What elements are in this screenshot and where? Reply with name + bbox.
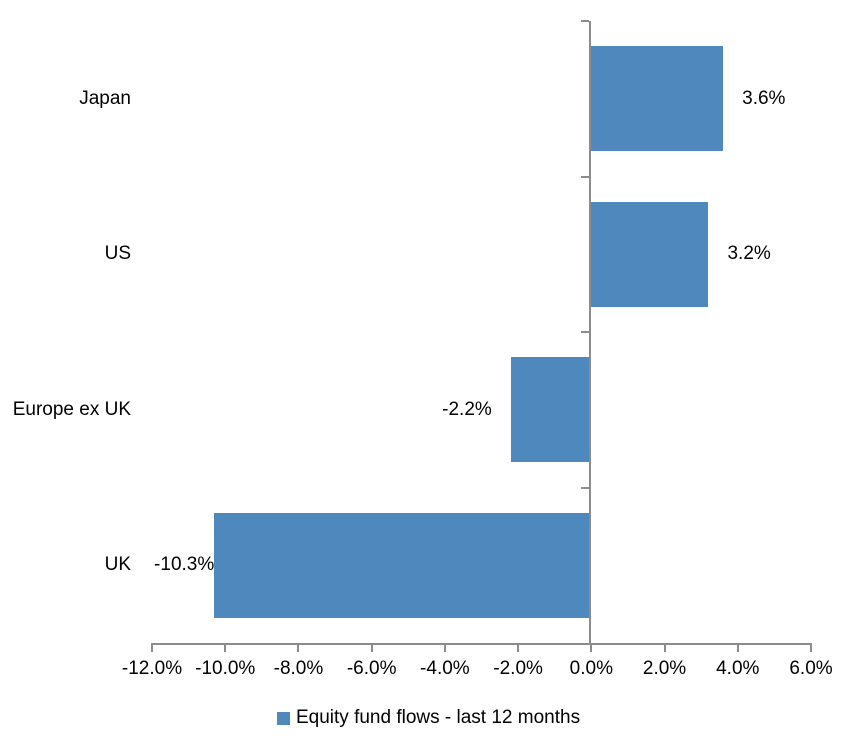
x-axis-tick: [151, 645, 153, 652]
category-label-uk: UK: [104, 554, 131, 576]
legend: Equity fund flows - last 12 months: [277, 705, 580, 731]
legend-marker-icon: [277, 711, 290, 725]
x-axis-tick: [590, 645, 593, 652]
x-axis-tick: [443, 645, 446, 652]
x-axis-line: [151, 643, 812, 645]
value-label-japan: 3.6%: [742, 87, 786, 109]
x-axis-tick: [810, 645, 812, 652]
x-tick-label: 0.0%: [569, 658, 613, 679]
value-label-us: 3.2%: [727, 243, 771, 265]
x-axis-tick: [297, 645, 300, 652]
category-axis-tick: [581, 20, 590, 22]
value-label-europe-ex-uk: -2.2%: [442, 398, 492, 420]
x-tick-label: -12.0%: [121, 658, 183, 679]
category-axis-tick: [581, 175, 590, 178]
x-axis-tick: [224, 645, 227, 652]
x-tick-label: -10.0%: [195, 658, 256, 679]
x-axis-tick: [663, 645, 666, 652]
category-axis-tick: [581, 331, 590, 333]
x-tick-label: 6.0%: [789, 658, 833, 679]
bar-us: [591, 201, 709, 307]
category-axis-tick: [581, 486, 590, 489]
value-label-uk: -10.3%: [154, 554, 215, 576]
category-label-europe-ex-uk: Europe ex UK: [12, 398, 131, 420]
x-tick-label: 4.0%: [716, 658, 760, 679]
category-label-japan: Japan: [79, 87, 131, 109]
x-axis-tick: [517, 645, 520, 652]
x-tick-label: -4.0%: [420, 658, 470, 679]
x-tick-label: -8.0%: [273, 658, 324, 679]
bar-japan: [591, 46, 724, 152]
bar-uk: [214, 512, 590, 618]
zero-axis-line: [589, 21, 592, 645]
x-axis-tick: [370, 645, 373, 652]
legend-label: Equity fund flows - last 12 months: [296, 707, 581, 728]
x-tick-label: -6.0%: [346, 658, 397, 679]
x-tick-label: 2.0%: [642, 658, 687, 679]
x-axis-tick: [736, 645, 739, 652]
bar-europe-ex-uk: [510, 357, 590, 463]
x-tick-label: -2.0%: [493, 658, 543, 679]
category-label-us: US: [104, 243, 131, 265]
